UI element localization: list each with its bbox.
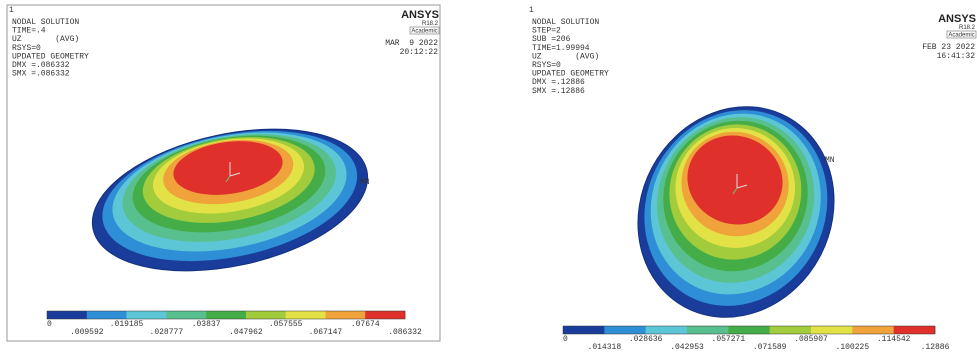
legend-band [604,326,646,334]
legend-label: .12886 [921,343,950,352]
legend-label: .114542 [877,335,911,344]
release: R18.2 [422,21,439,27]
legend-label: .019185 [110,320,144,329]
min-label: MN [360,178,370,187]
time: 16:41:32 [937,52,976,61]
legend-band [246,311,286,319]
legend-band [286,311,326,319]
legend-band [852,326,894,334]
license: Academic [948,33,974,39]
legend-band [728,326,770,334]
legend-label: .057555 [269,320,303,329]
legend-band [206,311,246,319]
legend-band [166,311,206,319]
header-line: SMX =.086332 [12,70,70,79]
legend-label: .086332 [388,328,422,337]
legend-label: .047962 [229,328,263,337]
legend-band [87,311,127,319]
window-number: 1 [9,6,14,15]
legend-band [127,311,167,319]
legend-label: .07674 [351,320,380,329]
legend-band [563,326,605,334]
legend-label: .028636 [629,335,663,344]
date: FEB 23 2022 [922,43,975,52]
legend-label: .028777 [150,328,184,337]
legend-band [894,326,936,334]
legend-label: .042953 [670,343,704,352]
legend-label: .085907 [794,335,828,344]
legend-band [325,311,365,319]
legend-label: .071589 [753,343,787,352]
min-label: MN [825,156,835,165]
legend-label: .100225 [836,343,870,352]
legend-label: .014318 [588,343,622,352]
license: Academic [411,29,437,35]
screenshot: 1NODAL SOLUTIONTIME=.4UZ (AVG)RSYS=0UPDA… [0,0,977,352]
legend-band [47,311,87,319]
window-number: 1 [529,6,534,15]
legend-band [770,326,812,334]
legend-band [365,311,405,319]
logo: ANSYS [938,13,976,25]
legend-band [687,326,729,334]
legend-band [811,326,853,334]
logo: ANSYS [401,9,439,21]
legend-label: .03837 [192,320,221,329]
legend-band [646,326,688,334]
release: R18.2 [959,25,976,31]
time: 20:12:22 [400,48,439,57]
legend-label: .009592 [70,328,104,337]
legend-label: .057271 [712,335,746,344]
legend-label: 0 [563,335,568,344]
legend-label: 0 [47,320,52,329]
header-line: SMX =.12886 [532,87,585,96]
legend-label: .067147 [309,328,343,337]
date: MAR 9 2022 [385,39,438,48]
